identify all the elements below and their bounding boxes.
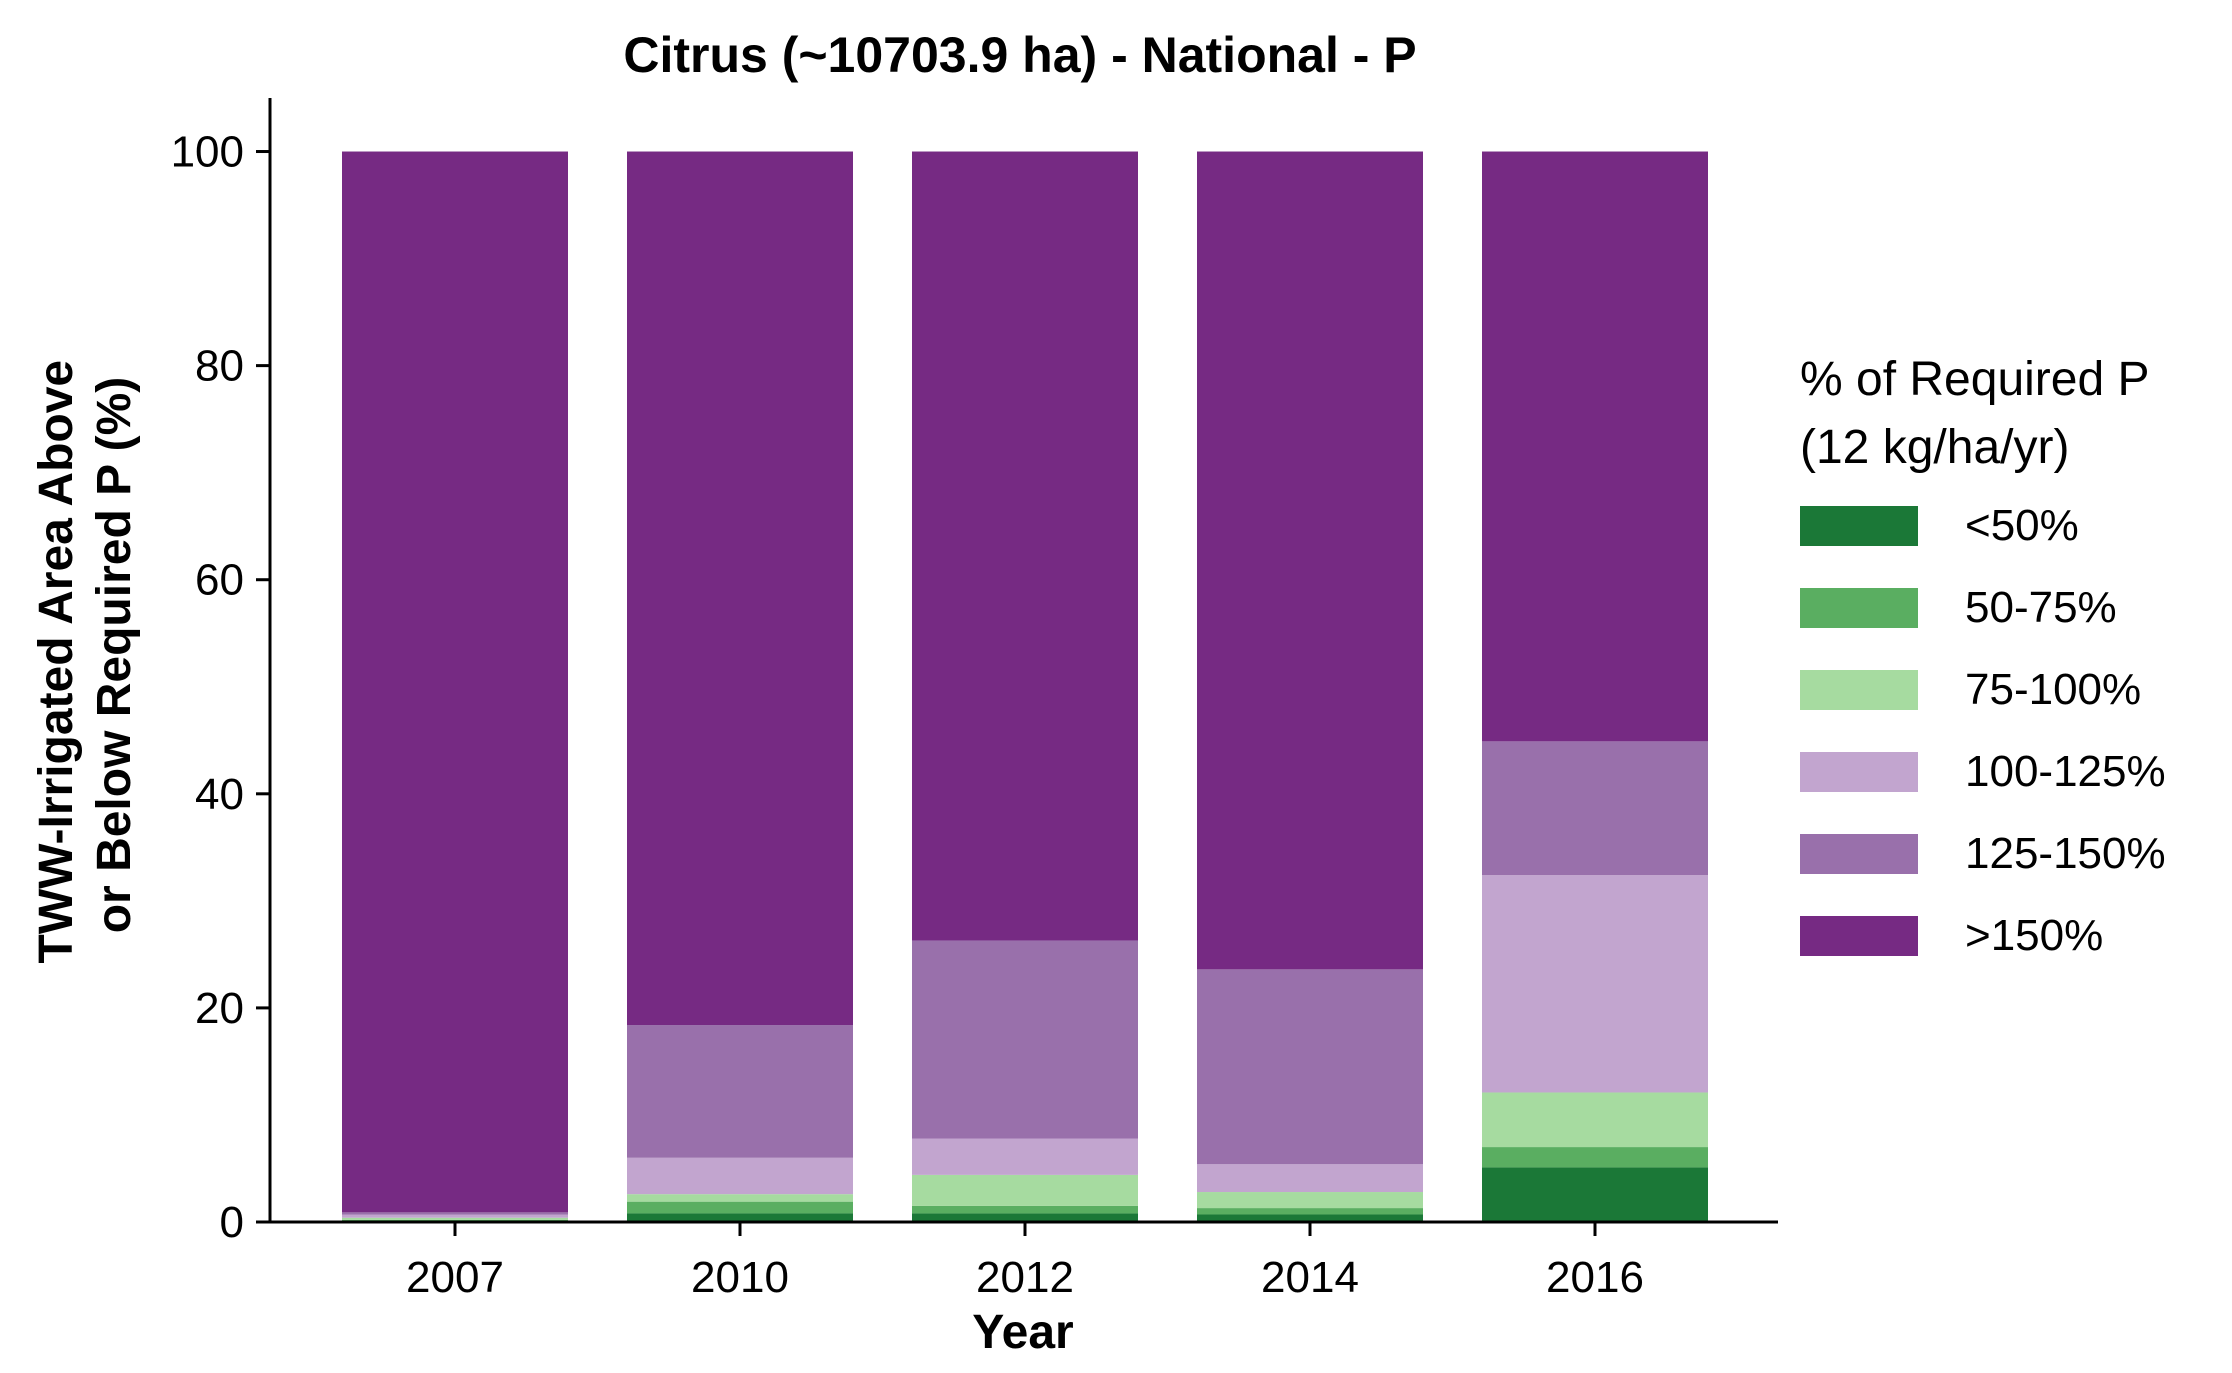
- y-tick-label-60: 60: [195, 556, 244, 605]
- bar-segment-2016-3: [1482, 875, 1708, 1093]
- bar-segment-2012-0: [912, 1213, 1138, 1222]
- bar-segment-2012-4: [912, 940, 1138, 1139]
- legend-title-line-2: (12 kg/ha/yr): [1800, 421, 2069, 474]
- x-tick-label-2014: 2014: [1261, 1253, 1359, 1302]
- bar-segment-2016-5: [1482, 151, 1708, 742]
- legend-items: <50% 50-75% 75-100% 100-125% 125-150% >150%: [1800, 501, 2166, 960]
- bar-segment-2007-4: [342, 1212, 568, 1215]
- legend-swatch-3: [1800, 752, 1918, 792]
- y-axis: 0 20 40 60 80 100: [171, 98, 272, 1247]
- bar-segment-2014-0: [1197, 1214, 1423, 1222]
- chart-title: Citrus (~10703.9 ha) - National - P: [623, 27, 1416, 83]
- legend-label-4: 125-150%: [1965, 829, 2166, 878]
- legend-swatch-0: [1800, 506, 1918, 546]
- y-axis-title: TWW-Irrigated Area Above or Below Requir…: [30, 347, 141, 964]
- bar-segment-2007-2: [342, 1217, 568, 1220]
- legend-title-line-1: % of Required P: [1800, 353, 2150, 406]
- y-tick-label-0: 0: [220, 1198, 244, 1247]
- bar-segment-2010-3: [627, 1157, 853, 1195]
- bar-segment-2014-5: [1197, 151, 1423, 970]
- bar-segment-2016-4: [1482, 741, 1708, 876]
- bar-segment-2012-3: [912, 1138, 1138, 1175]
- legend-label-2: 75-100%: [1965, 665, 2141, 714]
- legend-swatch-2: [1800, 670, 1918, 710]
- bar-segment-2016-0: [1482, 1167, 1708, 1222]
- bar-segment-2012-5: [912, 151, 1138, 941]
- bar-segment-2014-4: [1197, 969, 1423, 1165]
- legend-swatch-5: [1800, 916, 1918, 956]
- bar-segment-2014-1: [1197, 1208, 1423, 1215]
- bar-segment-2016-1: [1482, 1147, 1708, 1168]
- legend-label-3: 100-125%: [1965, 747, 2166, 796]
- bar-segment-2010-0: [627, 1213, 853, 1222]
- bar-segment-2010-2: [627, 1194, 853, 1202]
- bar-segment-2016-2: [1482, 1092, 1708, 1148]
- bar-segment-2014-3: [1197, 1164, 1423, 1193]
- bar-segment-2007-3: [342, 1214, 568, 1218]
- legend-label-5: >150%: [1965, 911, 2103, 960]
- bars-group: [342, 151, 1708, 1222]
- bar-segment-2007-1: [342, 1219, 568, 1221]
- legend: % of Required P (12 kg/ha/yr) <50% 50-75%…: [1800, 353, 2166, 960]
- bar-segment-2010-5: [627, 151, 853, 1026]
- x-tick-label-2010: 2010: [691, 1253, 789, 1302]
- y-tick-label-80: 80: [195, 342, 244, 391]
- y-axis-title-line-1: TWW-Irrigated Area Above: [30, 360, 83, 964]
- x-axis: 2007 2010 2012 2014 2016: [270, 1220, 1778, 1302]
- legend-label-0: <50%: [1965, 501, 2079, 550]
- bar-segment-2010-4: [627, 1025, 853, 1158]
- legend-swatch-1: [1800, 588, 1918, 628]
- bar-segment-2012-1: [912, 1205, 1138, 1214]
- bar-segment-2007-5: [342, 151, 568, 1213]
- x-tick-label-2016: 2016: [1546, 1253, 1644, 1302]
- bar-segment-2012-2: [912, 1174, 1138, 1206]
- legend-swatch-4: [1800, 834, 1918, 874]
- x-axis-title: Year: [972, 1306, 1073, 1359]
- x-tick-label-2007: 2007: [406, 1253, 504, 1302]
- bar-segment-2010-1: [627, 1201, 853, 1214]
- y-axis-title-line-2: or Below Required P (%): [88, 377, 141, 934]
- x-tick-label-2012: 2012: [976, 1253, 1074, 1302]
- y-tick-label-20: 20: [195, 984, 244, 1033]
- legend-label-1: 50-75%: [1965, 583, 2117, 632]
- y-tick-label-100: 100: [171, 128, 244, 177]
- bar-segment-2014-2: [1197, 1192, 1423, 1209]
- y-tick-label-40: 40: [195, 770, 244, 819]
